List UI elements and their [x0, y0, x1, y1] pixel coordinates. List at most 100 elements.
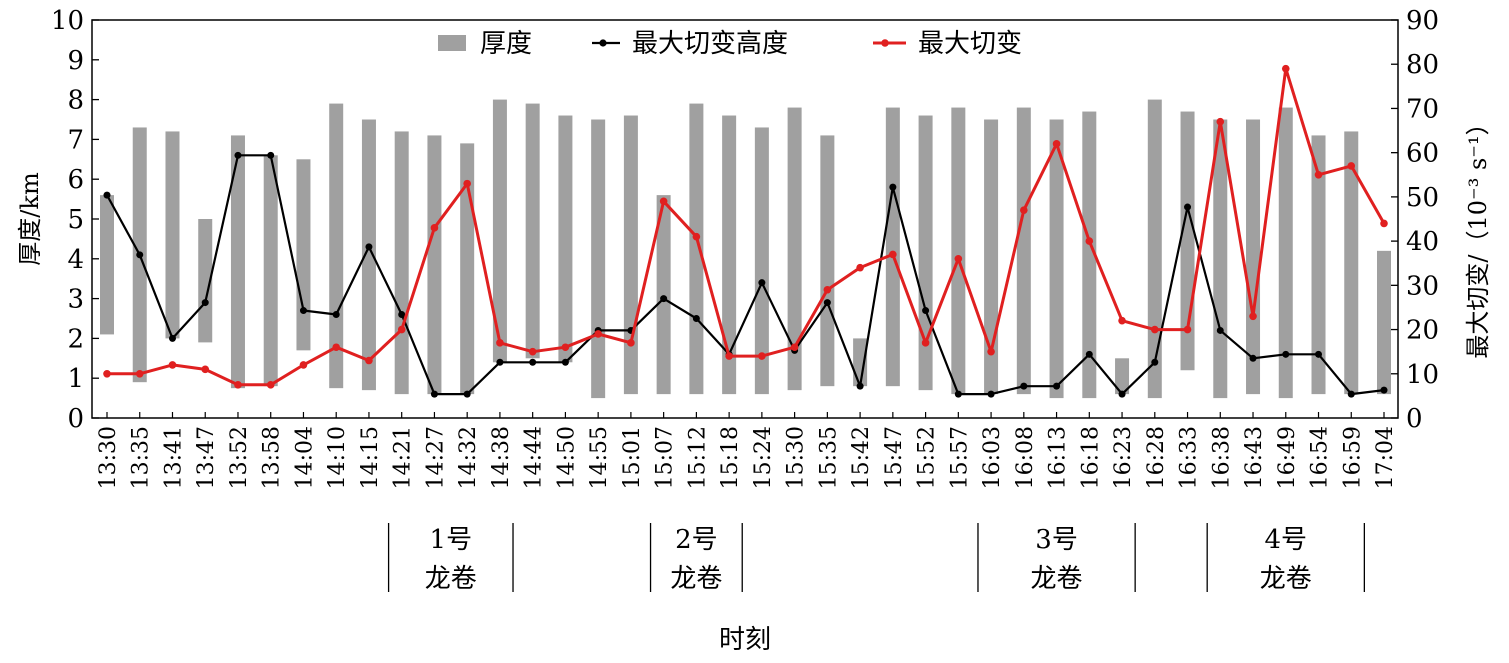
- series-0-point-25: [922, 307, 930, 315]
- left-tick-label-8: 8: [67, 86, 84, 116]
- annotation-2-line1: 3号: [1035, 525, 1078, 555]
- series-1-point-24: [889, 250, 897, 259]
- x-tick-label-27: 16:03: [980, 426, 1005, 489]
- x-tick-label-2: 13:41: [162, 426, 187, 489]
- x-tick-label-10: 14:27: [423, 426, 448, 489]
- x-tick-label-15: 14:55: [587, 426, 612, 489]
- series-1-point-35: [1249, 312, 1257, 321]
- x-tick-label-34: 16:38: [1209, 426, 1234, 489]
- series-0-point-37: [1315, 350, 1323, 358]
- x-tick-label-14: 14:50: [554, 426, 579, 489]
- lines-layer: [103, 64, 1388, 398]
- series-1-point-25: [921, 339, 930, 347]
- bar-31: [1115, 358, 1130, 395]
- series-1-point-7: [332, 343, 341, 352]
- bar-18: [689, 103, 704, 395]
- x-tick-label-0: 13:30: [96, 426, 121, 489]
- series-1-point-3: [201, 365, 210, 374]
- series-1-point-39: [1380, 219, 1388, 228]
- x-tick-label-26: 15:57: [947, 426, 972, 489]
- bar-38: [1344, 131, 1359, 395]
- x-tick-label-33: 16:33: [1177, 426, 1202, 489]
- series-1-point-14: [561, 343, 570, 352]
- right-tick-label-4: 40: [1406, 227, 1439, 257]
- series-0-point-2: [168, 334, 176, 342]
- series-1-point-28: [1020, 206, 1028, 214]
- bar-23: [853, 338, 868, 387]
- series-0-point-30: [1085, 350, 1093, 358]
- legend-marker-height: [599, 39, 607, 47]
- series-0-point-34: [1216, 326, 1224, 334]
- series-0-point-3: [201, 299, 209, 307]
- bar-13: [525, 103, 540, 359]
- right-tick-label-1: 10: [1406, 360, 1439, 390]
- annotation-0-line1: 1号: [430, 525, 473, 555]
- bar-26: [951, 107, 966, 395]
- series-0-point-38: [1347, 390, 1355, 398]
- bar-37: [1311, 135, 1326, 395]
- annotation-3-line1: 4号: [1264, 525, 1307, 555]
- series-0-point-24: [889, 183, 897, 191]
- series-0-point-1: [136, 251, 144, 259]
- x-tick-label-36: 16:49: [1275, 426, 1300, 489]
- series-1-point-15: [594, 330, 602, 338]
- series-1-point-23: [856, 263, 864, 272]
- plot-frame: [91, 19, 1399, 419]
- series-1-point-26: [954, 254, 963, 263]
- series-1-point-29: [1052, 140, 1061, 148]
- series-1-point-30: [1085, 237, 1094, 245]
- series-0-point-13: [529, 358, 537, 366]
- series-0-point-17: [660, 295, 668, 303]
- series-1-point-2: [168, 361, 177, 369]
- bar-20: [754, 127, 769, 395]
- x-tick-label-17: 15:07: [653, 426, 678, 489]
- bar-16: [623, 115, 638, 395]
- series-1-point-31: [1118, 316, 1126, 325]
- series-0-point-29: [1053, 382, 1061, 390]
- series-1-point-6: [299, 361, 308, 369]
- series-0-point-12: [496, 358, 504, 366]
- series-1-point-4: [234, 381, 242, 389]
- series-0-point-5: [267, 151, 275, 159]
- series-1-point-38: [1347, 162, 1356, 170]
- bar-7: [329, 103, 344, 389]
- x-tick-label-9: 14:21: [391, 426, 416, 489]
- bar-2: [165, 131, 180, 339]
- x-tick-label-5: 13:58: [260, 426, 285, 489]
- left-tick-label-0: 0: [67, 404, 84, 434]
- series-0-point-18: [692, 315, 700, 322]
- series-0-point-6: [299, 307, 307, 315]
- right-tick-label-6: 60: [1406, 139, 1439, 169]
- left-tick-label-3: 3: [67, 285, 84, 315]
- right-tick-label-9: 90: [1406, 6, 1439, 36]
- series-1-point-32: [1150, 325, 1159, 334]
- series-0-point-8: [365, 243, 373, 251]
- series-1-point-8: [365, 356, 373, 365]
- series-1-point-19: [725, 352, 733, 360]
- x-tick-label-4: 13:52: [227, 426, 252, 489]
- series-0-point-11: [463, 390, 471, 398]
- x-tick-label-8: 14:15: [358, 426, 383, 489]
- series-1-point-17: [659, 197, 668, 206]
- legend-label-shear: 最大切变: [918, 29, 1022, 59]
- series-1-point-11: [463, 179, 471, 188]
- x-tick-label-31: 16:23: [1111, 426, 1136, 489]
- legend-label-height: 最大切变高度: [632, 29, 788, 59]
- series-1-point-20: [758, 352, 766, 360]
- bar-10: [427, 135, 442, 395]
- x-axis-label: 时刻: [719, 625, 771, 655]
- bar-0: [100, 195, 114, 335]
- series-1-point-16: [627, 339, 635, 347]
- series-1-point-27: [987, 347, 995, 356]
- bar-24: [885, 107, 900, 387]
- series-1-point-10: [430, 224, 439, 232]
- bar-12: [492, 99, 507, 363]
- x-tick-label-22: 15:35: [816, 426, 841, 489]
- bar-9: [394, 131, 409, 395]
- series-0-point-32: [1151, 358, 1159, 366]
- bar-29: [1049, 119, 1064, 399]
- series-line-1: [107, 67, 1386, 387]
- legend-label-bars: 厚度: [480, 29, 532, 59]
- series-0-point-0: [103, 191, 111, 199]
